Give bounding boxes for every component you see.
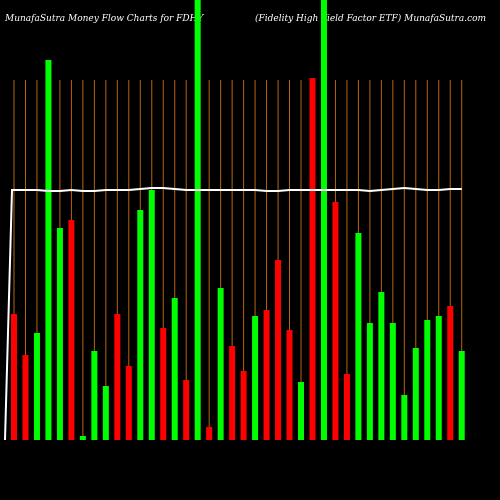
bar	[68, 220, 75, 440]
bar	[458, 351, 465, 440]
chart-subtitle: (Fidelity High Yield Factor ETF) MunafaS…	[255, 13, 486, 24]
bar	[309, 78, 316, 440]
bar	[171, 298, 178, 440]
bar	[33, 333, 40, 440]
bar	[148, 190, 155, 440]
bar	[160, 328, 167, 440]
bar	[320, 0, 327, 440]
bar	[137, 210, 144, 440]
bar	[194, 0, 201, 440]
bar	[447, 306, 454, 440]
bar	[45, 60, 52, 440]
bar	[412, 348, 419, 440]
bar	[183, 380, 190, 440]
bar	[22, 355, 29, 440]
bar	[401, 395, 408, 440]
bar	[366, 323, 373, 440]
bar	[79, 436, 86, 440]
bar	[206, 427, 213, 440]
bar	[435, 316, 442, 440]
bar	[125, 366, 132, 440]
bar	[332, 202, 339, 440]
bar	[11, 314, 17, 440]
chart-title: MunafaSutra Money Flow Charts for FDHY	[4, 14, 204, 24]
bar	[389, 323, 396, 440]
bar	[378, 292, 385, 440]
bar	[56, 228, 63, 440]
bar	[217, 288, 224, 440]
bar	[343, 374, 350, 440]
bar	[240, 371, 247, 440]
bar	[424, 320, 431, 440]
money-flow-line	[4, 186, 462, 441]
bar	[286, 330, 293, 440]
bar	[275, 260, 282, 440]
bar	[102, 386, 109, 440]
bar	[229, 346, 236, 440]
bar	[263, 310, 270, 440]
bar	[355, 233, 362, 440]
bar	[252, 316, 259, 440]
bar	[114, 314, 121, 440]
bar	[91, 351, 98, 440]
bar	[298, 382, 304, 440]
